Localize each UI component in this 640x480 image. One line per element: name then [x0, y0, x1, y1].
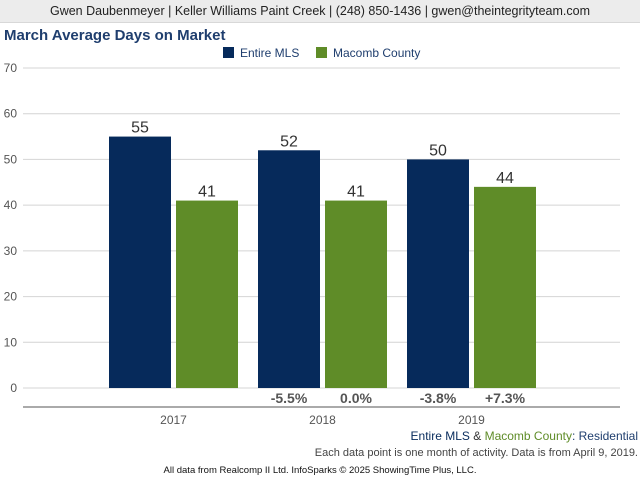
change-label: +7.3% [485, 390, 526, 406]
chart-subtitle: Entire MLS & Macomb County: Residential [411, 429, 638, 443]
y-tick-label: 50 [4, 152, 18, 166]
bar-macomb-county-2017[interactable] [176, 200, 238, 388]
value-label: 41 [198, 184, 216, 201]
y-tick-label: 10 [4, 335, 18, 349]
y-tick-label: 30 [4, 244, 18, 258]
x-tick-label: 2018 [309, 413, 336, 427]
y-tick-label: 20 [4, 290, 18, 304]
bar-macomb-county-2019[interactable] [474, 186, 536, 388]
bar-entire-mls-2018[interactable] [258, 150, 320, 388]
subtitle-macomb-county: Macomb County [485, 429, 572, 443]
value-label: 50 [429, 142, 447, 159]
chart-title: March Average Days on Market [4, 27, 225, 44]
legend-swatch-macomb-county [316, 47, 327, 58]
legend-item-macomb-county[interactable]: Macomb County [316, 46, 420, 60]
chart: March Average Days on Market Entire MLS … [4, 27, 638, 476]
copyright: All data from Realcomp II Ltd. InfoSpark… [164, 465, 477, 476]
subtitle-ampersand: & [470, 429, 485, 443]
y-tick-label: 40 [4, 198, 18, 212]
y-tick-label: 0 [10, 381, 17, 395]
y-axis-ticks: 0 10 20 30 40 50 60 70 [4, 61, 18, 395]
subtitle-entire-mls: Entire MLS [411, 429, 470, 443]
legend-label-entire-mls: Entire MLS [240, 46, 299, 60]
change-label: 0.0% [340, 390, 372, 406]
data-note: Each data point is one month of activity… [315, 447, 638, 459]
y-tick-label: 70 [4, 61, 18, 75]
legend-item-entire-mls[interactable]: Entire MLS [223, 46, 299, 60]
value-label: 52 [280, 133, 298, 150]
y-tick-label: 60 [4, 107, 18, 121]
change-label: -5.5% [271, 390, 308, 406]
value-label: 41 [347, 184, 365, 201]
value-label: 44 [496, 170, 514, 187]
chart-legend: Entire MLS Macomb County [223, 46, 420, 60]
x-tick-label: 2019 [458, 413, 485, 427]
bar-macomb-county-2018[interactable] [325, 200, 387, 388]
x-tick-label: 2017 [160, 413, 187, 427]
change-label: -3.8% [420, 390, 457, 406]
x-axis-ticks: 2017 2018 2019 [160, 413, 485, 427]
value-labels: 55 41 52 41 50 44 [131, 120, 514, 201]
change-labels: -5.5% 0.0% -3.8% +7.3% [271, 390, 526, 406]
bars [109, 136, 536, 388]
bar-entire-mls-2017[interactable] [109, 136, 171, 388]
contact-line: Gwen Daubenmeyer | Keller Williams Paint… [49, 4, 591, 18]
value-label: 55 [131, 120, 149, 137]
legend-swatch-entire-mls [223, 47, 234, 58]
subtitle-residential: : Residential [572, 429, 638, 443]
legend-label-macomb-county: Macomb County [333, 46, 420, 60]
bar-entire-mls-2019[interactable] [407, 159, 469, 388]
contact-header: Gwen Daubenmeyer | Keller Williams Paint… [0, 0, 640, 23]
